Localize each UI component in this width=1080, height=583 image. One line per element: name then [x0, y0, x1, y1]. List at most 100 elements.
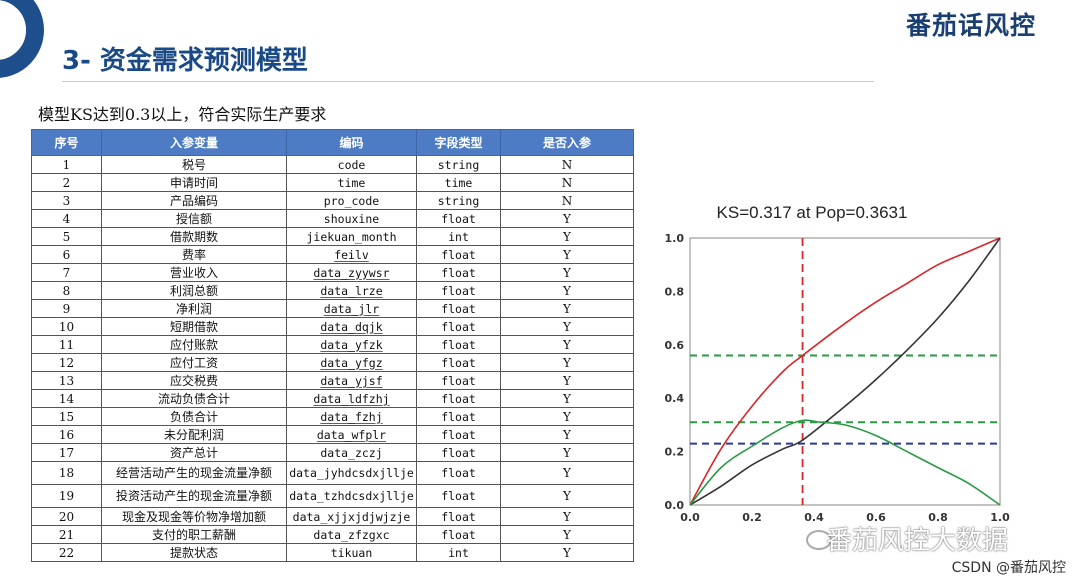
cell-code: feilv [286, 245, 417, 264]
cell-index: 5 [31, 227, 102, 246]
slide-title: 3- 资金需求预测模型 [62, 46, 308, 76]
cell-code: data_jlr [286, 299, 417, 318]
cell-code: data_yfgz [286, 353, 417, 372]
brand-logo: 番茄话风控 [905, 11, 1036, 40]
cell-type: string [416, 191, 501, 210]
cell-code: data_zfzgxc [286, 525, 417, 544]
cell-type: float [416, 425, 501, 444]
table-row: 3 产品编码 pro_code string N [31, 191, 634, 210]
table-row: 13 应交税费 data_yjsf float Y [31, 371, 634, 390]
cell-included: Y [500, 335, 634, 354]
cell-included: Y [500, 389, 634, 408]
x-tick-label: 0.4 [804, 511, 824, 524]
table-row: 21 支付的职工薪酬 data_zfzgxc float Y [31, 525, 634, 544]
table-row: 12 应付工资 data_yfgz float Y [31, 353, 634, 372]
table-row: 16 未分配利润 data_wfplr float Y [31, 425, 634, 444]
cell-index: 21 [31, 525, 102, 544]
cell-included: Y [500, 353, 634, 372]
cell-type: float [416, 317, 501, 336]
x-tick-label: 0.8 [928, 511, 948, 524]
title-divider [62, 81, 874, 82]
cell-included: Y [500, 209, 634, 228]
cell-index: 10 [31, 317, 102, 336]
cell-code: data_yjsf [286, 371, 417, 390]
cell-included: Y [500, 371, 634, 390]
cell-type: float [416, 209, 501, 228]
col-header-included: 是否入参 [500, 129, 634, 156]
cell-index: 19 [31, 484, 102, 508]
cell-included: Y [500, 543, 634, 562]
cell-code: time [286, 173, 417, 192]
cell-variable: 提款状态 [101, 543, 287, 562]
cell-variable: 流动负债合计 [101, 389, 287, 408]
cell-code: data_ldfzhj [286, 389, 417, 408]
cell-included: Y [500, 245, 634, 264]
table-row: 8 利润总额 data_lrze float Y [31, 281, 634, 300]
cell-included: Y [500, 407, 634, 426]
table-body: 1 税号 code string N 2 申请时间 time time N 3 产品编码 pro_cod… [31, 155, 634, 562]
cell-variable: 费率 [101, 245, 287, 264]
y-tick-label: 0.2 [665, 446, 685, 459]
table-row: 4 授信额 shouxine float Y [31, 209, 634, 228]
table-row: 15 负债合计 data_fzhj float Y [31, 407, 634, 426]
cell-type: float [416, 335, 501, 354]
cell-variable: 现金及现金等价物净增加额 [101, 507, 287, 526]
cell-code: data_yfzk [286, 335, 417, 354]
table-row: 2 申请时间 time time N [31, 173, 634, 192]
cell-included: Y [500, 525, 634, 544]
cell-index: 6 [31, 245, 102, 264]
y-tick-label: 0.6 [665, 339, 685, 352]
cell-index: 13 [31, 371, 102, 390]
cell-index: 12 [31, 353, 102, 372]
cell-index: 17 [31, 443, 102, 462]
cell-variable: 资产总计 [101, 443, 287, 462]
cell-index: 15 [31, 407, 102, 426]
cell-code: data_tzhdcsdxjllje [286, 484, 417, 508]
col-header-index: 序号 [31, 129, 102, 156]
cell-variable: 经营活动产生的现金流量净额 [101, 461, 287, 485]
cell-type: float [416, 507, 501, 526]
cell-included: Y [500, 484, 634, 508]
cell-code: data_dqjk [286, 317, 417, 336]
series-line-2 [689, 237, 1001, 506]
table-row: 6 费率 feilv float Y [31, 245, 634, 264]
cell-variable: 负债合计 [101, 407, 287, 426]
table-row: 22 提款状态 tikuan int Y [31, 543, 634, 562]
cell-type: time [416, 173, 501, 192]
cell-code: data_lrze [286, 281, 417, 300]
cell-variable: 申请时间 [101, 173, 287, 192]
cell-type: float [416, 484, 501, 508]
cell-included: Y [500, 507, 634, 526]
cell-code: pro_code [286, 191, 417, 210]
cell-code: data_zczj [286, 443, 417, 462]
cell-variable: 利润总额 [101, 281, 287, 300]
y-tick-label: 0.0 [665, 499, 685, 512]
cell-included: N [500, 155, 634, 174]
cell-included: N [500, 191, 634, 210]
cell-type: float [416, 281, 501, 300]
table-row: 20 现金及现金等价物净增加额 data_xjjxjdjwjzje float Y [31, 507, 634, 526]
cell-code: tikuan [286, 543, 417, 562]
cell-included: Y [500, 317, 634, 336]
cell-index: 9 [31, 299, 102, 318]
table-row: 14 流动负债合计 data_ldfzhj float Y [31, 389, 634, 408]
cell-variable: 未分配利润 [101, 425, 287, 444]
table-row: 9 净利润 data_jlr float Y [31, 299, 634, 318]
cell-code: data_zyywsr [286, 263, 417, 282]
cell-index: 4 [31, 209, 102, 228]
col-header-variable: 入参变量 [101, 129, 287, 156]
cell-code: code [286, 155, 417, 174]
plot-frame [689, 237, 1001, 506]
cell-variable: 短期借款 [101, 317, 287, 336]
cell-index: 2 [31, 173, 102, 192]
y-tick-label: 0.8 [665, 285, 685, 298]
cell-included: Y [500, 443, 634, 462]
cell-code: data_fzhj [286, 407, 417, 426]
table-row: 10 短期借款 data_dqjk float Y [31, 317, 634, 336]
table-row: 19 投资活动产生的现金流量净额 data_tzhdcsdxjllje float Y [31, 484, 634, 508]
cell-code: data_jyhdcsdxjllje [286, 461, 417, 485]
cell-index: 16 [31, 425, 102, 444]
cell-variable: 营业收入 [101, 263, 287, 282]
cell-variable: 产品编码 [101, 191, 287, 210]
cell-included: Y [500, 299, 634, 318]
